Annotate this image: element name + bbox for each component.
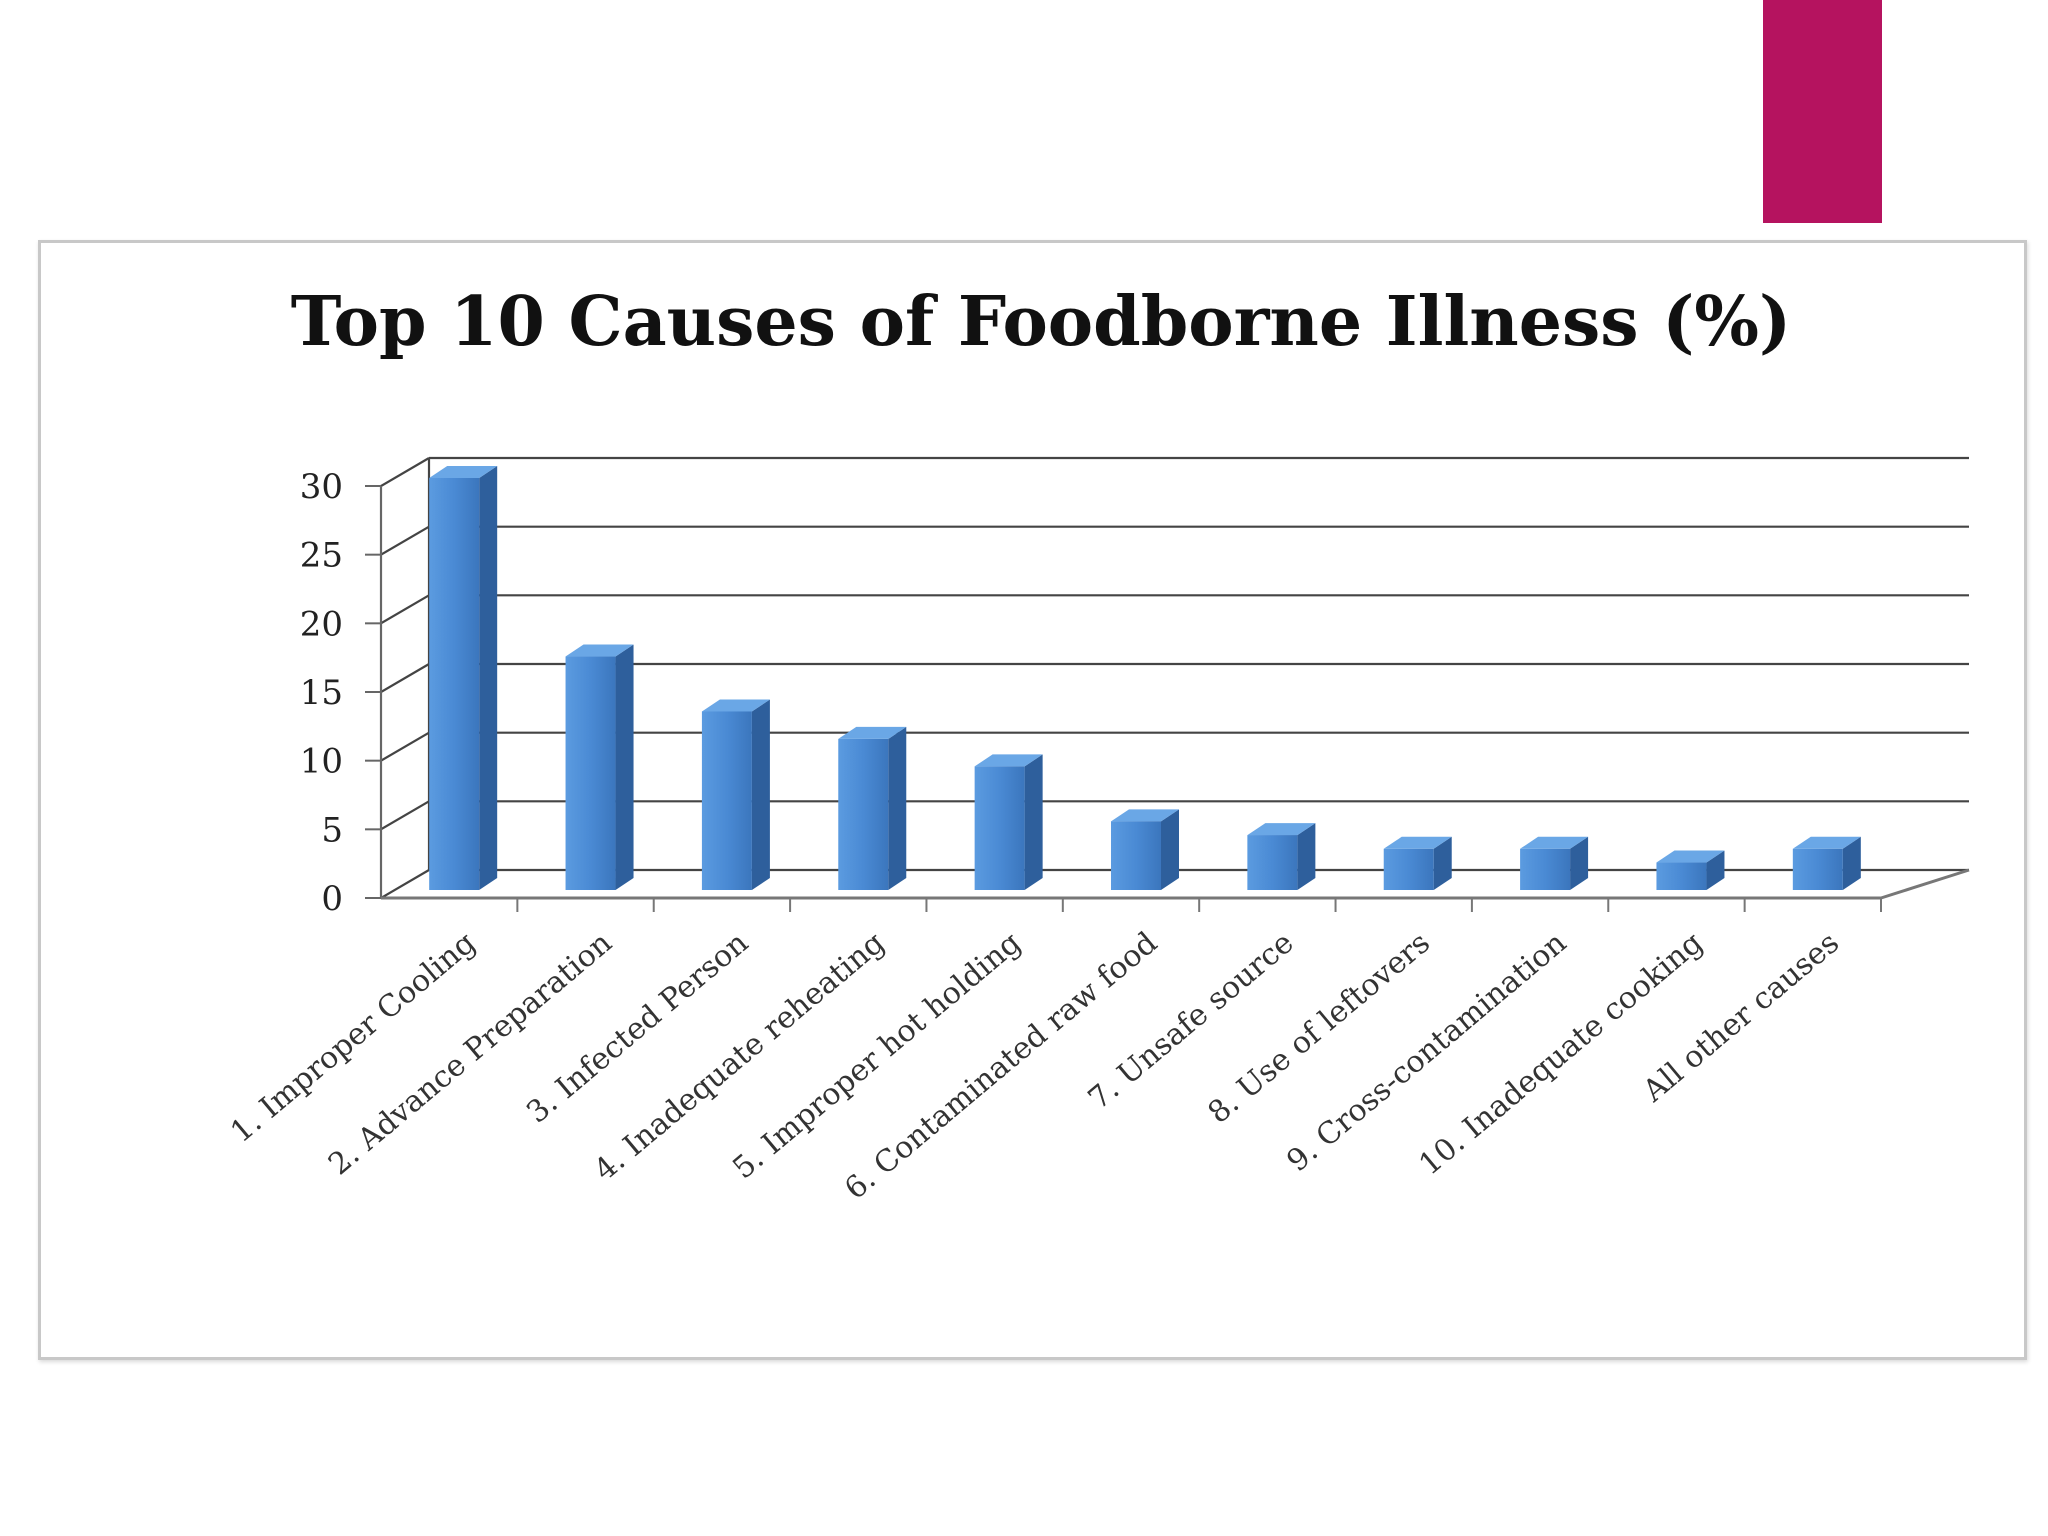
bar	[974, 754, 1043, 890]
bar	[701, 699, 770, 890]
bar-front	[1792, 848, 1843, 890]
bar-front	[1111, 821, 1161, 890]
side-wall-line	[380, 869, 430, 899]
x-tick-label: 1. Improper Cooling	[224, 925, 482, 1150]
bar-front	[1656, 862, 1707, 890]
side-wall-line	[380, 731, 430, 762]
bar-front	[429, 478, 480, 890]
bar	[838, 726, 907, 890]
bar	[1111, 809, 1179, 890]
side-wall-line	[380, 663, 430, 693]
bar-side	[1433, 836, 1452, 890]
y-tick-label: 5	[321, 810, 343, 850]
bar-side	[1024, 754, 1043, 890]
y-tick-label: 20	[300, 604, 343, 644]
bar-front	[838, 738, 889, 890]
bar-front	[1520, 848, 1571, 890]
floor-right-edge	[1880, 868, 1970, 900]
bar-side	[1297, 823, 1316, 890]
bar-side	[1161, 809, 1179, 890]
bar-side	[888, 726, 907, 890]
chart-title: Top 10 Causes of Foodborne Illness (%)	[291, 282, 1791, 362]
bar	[429, 466, 498, 890]
y-tick-label: 30	[300, 467, 343, 507]
bar-top	[1247, 823, 1316, 836]
x-tick-label: 10. Inadequate cooking	[1413, 925, 1710, 1182]
bar-top	[1792, 836, 1861, 849]
side-wall-line	[380, 457, 430, 487]
bar-side	[1706, 850, 1725, 890]
x-tick-label: 9. Cross-contamination	[1280, 925, 1573, 1179]
bar-front	[565, 656, 616, 890]
bar-side	[1842, 836, 1861, 890]
bar-top	[1111, 809, 1179, 822]
y-tick-label: 10	[300, 742, 343, 782]
bar-front	[974, 766, 1025, 890]
x-tick-label: 8. Use of leftovers	[1202, 925, 1437, 1130]
bar	[1520, 836, 1589, 890]
side-wall-line	[380, 800, 430, 831]
bar	[1792, 836, 1861, 890]
bar-top	[838, 726, 907, 739]
bar-top	[1656, 850, 1725, 863]
y-tick-label: 15	[300, 673, 343, 713]
bar-side	[615, 644, 634, 890]
slide-accent-bar	[1763, 0, 1882, 223]
bar	[1247, 823, 1316, 890]
side-wall-line	[380, 594, 430, 625]
bar-top	[701, 699, 770, 712]
bar-side	[751, 699, 770, 890]
bar-chart: Top 10 Causes of Foodborne Illness (%) 0…	[224, 282, 1970, 1207]
bar-top	[565, 644, 634, 657]
x-tick-label: 3. Infected Person	[520, 925, 755, 1130]
bar	[1383, 836, 1452, 890]
bar-front	[1247, 835, 1298, 890]
bar-side	[479, 466, 498, 890]
bar-top	[1383, 836, 1452, 849]
bar-top	[1520, 836, 1589, 849]
y-tick-label: 0	[321, 879, 343, 919]
bar-top	[974, 754, 1043, 767]
y-tick-label: 25	[300, 536, 343, 576]
x-tick-label: 2. Advance Preparation	[322, 925, 619, 1182]
bar-front	[701, 711, 752, 890]
bar-side	[1570, 836, 1589, 890]
bar-top	[429, 466, 498, 478]
side-wall-line	[380, 525, 430, 556]
bar	[565, 644, 634, 890]
bar-front	[1383, 848, 1434, 890]
chart-frame: Top 10 Causes of Foodborne Illness (%) 0…	[38, 240, 2027, 1360]
bar	[1656, 850, 1725, 890]
